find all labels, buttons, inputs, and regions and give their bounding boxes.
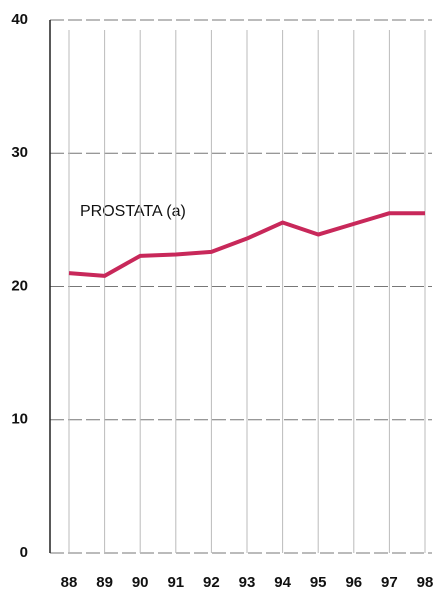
y-tick-label: 0 [20,544,28,561]
x-tick-label: 96 [345,574,362,591]
x-tick-label: 92 [203,574,220,591]
x-tick-label: 91 [167,574,184,591]
data-line [68,211,425,278]
x-tick-label: 89 [96,574,113,591]
x-tick-label: 93 [239,574,256,591]
x-tick-label: 95 [310,574,327,591]
y-tick-label: 20 [11,277,28,294]
x-tick-label: 88 [61,574,78,591]
y-tick-label: 40 [11,11,28,28]
x-tick-label: 98 [417,574,434,591]
annotation: PROSTATA (a) [80,203,186,220]
y-tick-label: 10 [11,411,28,428]
x-tick-label: 90 [132,574,149,591]
y-tick-label: 30 [11,144,28,161]
x-tick-label: 94 [274,574,291,591]
x-tick-label: 97 [381,574,398,591]
